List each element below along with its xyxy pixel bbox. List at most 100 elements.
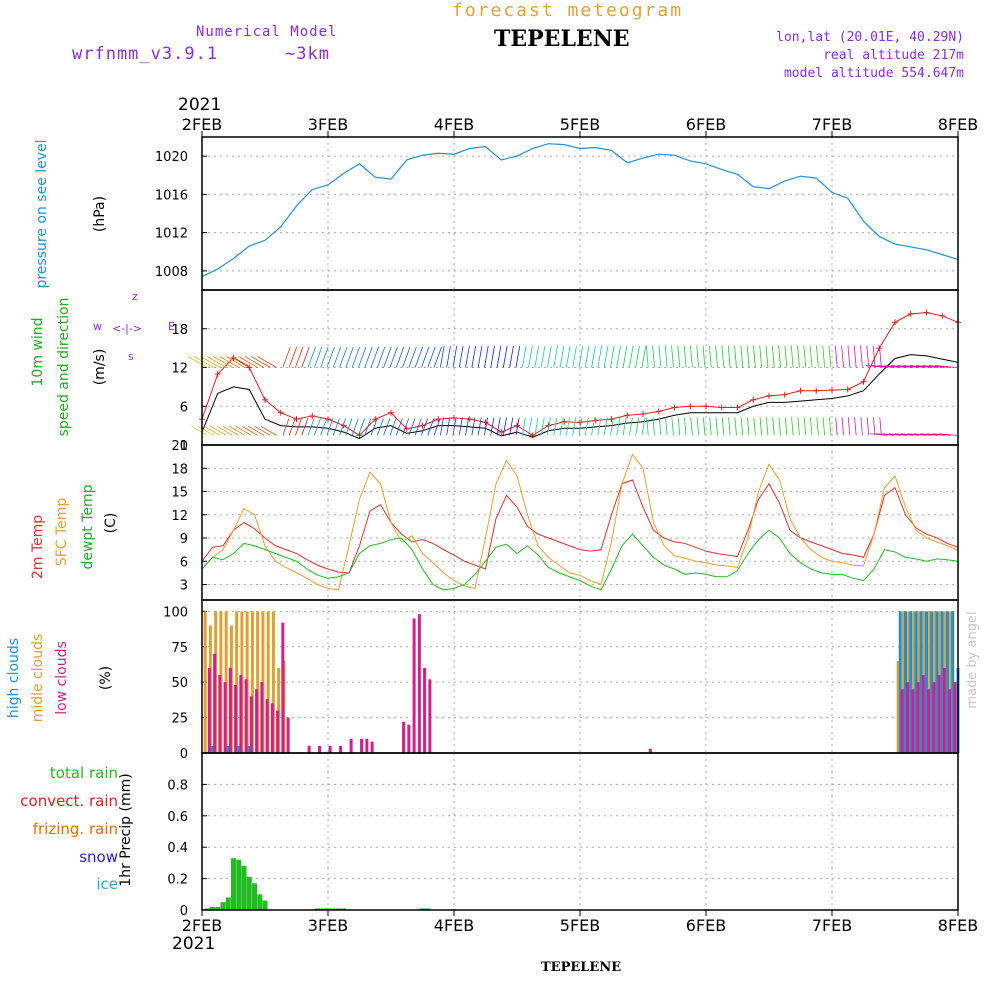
wind-arrow [332, 346, 342, 368]
y-tick-label: 0.8 [167, 778, 188, 793]
panel-frame [201, 136, 959, 291]
precip-bar [341, 908, 347, 910]
wind-units: (m/s) [92, 349, 108, 386]
wind-arrow [784, 345, 788, 368]
y-tick-label: 12 [171, 362, 188, 377]
cloud-bar-high [951, 611, 955, 753]
y-tick-label: 0.4 [167, 841, 188, 856]
cloud-bar-low [942, 668, 946, 753]
wind-arrow [345, 346, 354, 368]
wind-arrow [509, 417, 514, 436]
wind-arrow [888, 433, 907, 436]
wind-arrow [376, 418, 384, 436]
temp-axis-label-sfc: SFC Temp [54, 498, 70, 567]
wind-arrow [890, 365, 913, 368]
wind-arrow [383, 346, 392, 368]
wind-arrow [395, 418, 403, 436]
panel-frame [201, 599, 959, 754]
model-name: wrfnmm_v3.9.1 [72, 44, 219, 64]
wind-arrow [926, 433, 945, 436]
wind-arrow [295, 346, 304, 368]
y-tick-label: 6 [180, 400, 188, 415]
cloud-bar-middle [896, 660, 900, 753]
wind-arrow [547, 417, 551, 436]
wind-arrow [364, 346, 373, 368]
wind-arrow [210, 425, 227, 436]
wind-arrow [282, 418, 290, 436]
cloud-bar-low [365, 738, 369, 753]
wind-arrow [250, 356, 271, 368]
wind-arrow [772, 417, 775, 436]
wind-arrow [496, 345, 502, 368]
wind-arrow [835, 417, 838, 436]
cloud-bar-middle [235, 611, 239, 753]
wind-arrow [515, 345, 521, 368]
wind-arrow [282, 346, 291, 368]
cloud-bar-high [940, 611, 944, 753]
cloud-bar-middle [912, 611, 916, 753]
wind-arrow [332, 418, 340, 436]
coords-label: lon,lat (20.01E, 40.29N) [776, 30, 964, 45]
cloud-bar-low [916, 682, 920, 753]
precip-bar [330, 908, 336, 910]
wind-arrow [684, 417, 687, 436]
wind-arrow [816, 417, 819, 436]
wind-arrow [534, 417, 539, 436]
cloud-bar-low [218, 675, 222, 753]
x-tick-label-top: 5FEB [560, 115, 600, 134]
wind-arrow [452, 417, 457, 436]
wind-arrow [778, 417, 781, 436]
wind-arrow [553, 345, 558, 368]
footer-location: TEPELENE [541, 960, 622, 975]
cloud-bar-low [328, 745, 332, 753]
wind-arrow [822, 345, 826, 368]
wind-arrow [414, 418, 422, 436]
cloud-bar-low [260, 682, 264, 753]
wind-arrow [734, 417, 737, 436]
wind-arrow [383, 418, 391, 436]
wind-arrow [433, 346, 442, 368]
cloud-bar-middle [928, 611, 932, 753]
wind-arrow [521, 417, 526, 436]
wind-arrow [665, 417, 668, 436]
wind-rose-w: w [93, 320, 102, 333]
wind-arrow [502, 417, 507, 436]
y-tick-label: 6 [180, 555, 188, 570]
wind-rose-e: E [168, 320, 175, 333]
cloud-bar-low [276, 710, 280, 753]
y-tick-label: 50 [171, 676, 188, 691]
wind-arrow [628, 345, 634, 368]
pressure-line [201, 143, 959, 278]
cloud-bar-middle [949, 611, 953, 753]
cloud-bar-low [255, 689, 259, 753]
cloud-bar-middle [271, 611, 275, 753]
wind-arrow [288, 346, 298, 368]
wind-arrow [834, 345, 838, 368]
wind-arrow [490, 345, 495, 368]
precip-bar [231, 858, 236, 910]
wind-arrow [753, 345, 756, 368]
y-tick-label: 0 [180, 904, 188, 919]
cloud-bar-low [370, 741, 374, 753]
cloud-bar-middle [261, 611, 265, 753]
wind-arrow [603, 345, 609, 368]
wind-arrow [301, 346, 310, 368]
wind-arrow [903, 365, 926, 368]
temp-axis-label-2m: 2m Temp [30, 515, 46, 579]
cloud-bar-low [318, 745, 322, 753]
wind-arrow [597, 417, 602, 436]
precip-bar [225, 897, 231, 910]
wind-arrow [907, 433, 926, 436]
wind-axis-label-2: speed and direction [56, 298, 72, 437]
cloud-bar-low [249, 696, 253, 753]
wind-arrow [521, 345, 527, 368]
wind-arrow [528, 417, 533, 436]
cloud-bar-middle [256, 611, 260, 753]
cloud-bar-low [244, 679, 248, 753]
wind-arrow [922, 365, 945, 368]
temp-line-2 [201, 529, 959, 591]
wind-arrow [540, 345, 546, 368]
cloud-bar-high [898, 611, 902, 753]
wind-rose-s: s [128, 350, 134, 363]
wind-arrow [882, 433, 901, 436]
